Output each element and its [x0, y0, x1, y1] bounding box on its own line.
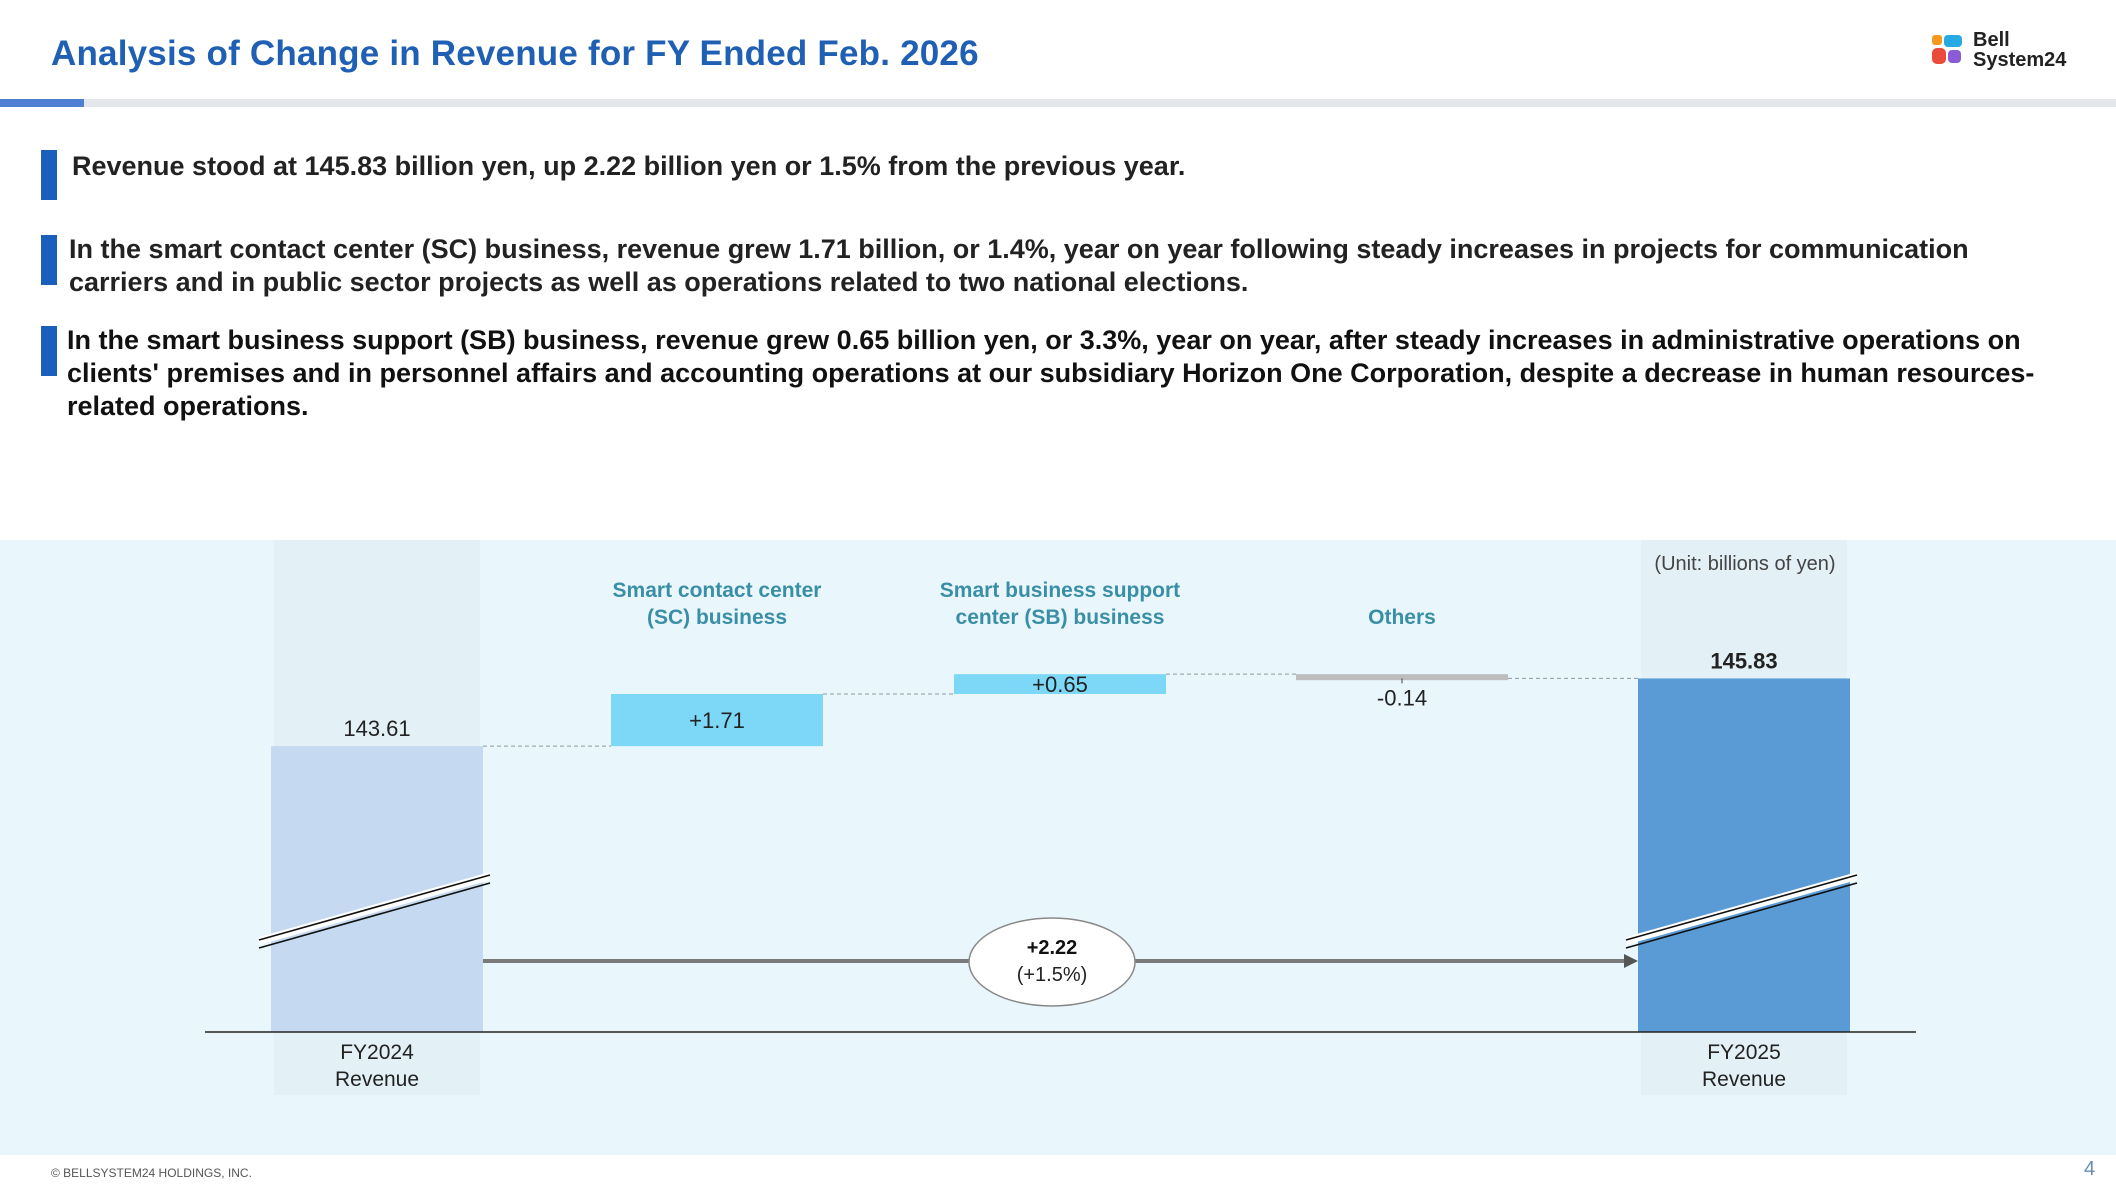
axis-break-line	[1625, 874, 1858, 941]
summary-bullet-sb: In the smart business support (SB) busin…	[41, 324, 2077, 423]
bullet-marker	[41, 235, 57, 285]
axis-break-gap	[1626, 872, 1857, 945]
axis-break-gap	[259, 872, 490, 945]
total-change-arrowhead	[1624, 954, 1638, 968]
revenue-waterfall-chart: 143.61 +1.71 +0.65 -0.14 145.83 FY2024 Revenue…	[205, 540, 1916, 1095]
axis-break-line	[258, 874, 491, 941]
bullet-marker	[41, 326, 57, 376]
bullet-text: In the smart contact center (SC) busines…	[69, 234, 1969, 297]
axis-break-line	[1625, 882, 1858, 949]
bullet-text: In the smart business support (SB) busin…	[67, 325, 2035, 421]
logo-mark-blue	[1944, 35, 1962, 47]
logo-mark-purple	[1948, 50, 1961, 63]
category-label-sc: (SC) business	[647, 606, 787, 629]
bar-sb	[954, 674, 1166, 694]
page-number: 4	[2084, 1158, 2096, 1180]
bar-sc	[611, 693, 823, 747]
bar-others	[1296, 674, 1508, 681]
value-label-start: 143.61	[343, 716, 410, 741]
category-label-start: FY2024	[340, 1041, 414, 1064]
bullet-text: Revenue stood at 145.83 billion yen, up …	[72, 151, 1186, 181]
category-label-sc: Smart contact center	[613, 579, 822, 602]
category-label-others: Others	[1368, 606, 1436, 629]
value-label-sc: +1.71	[689, 708, 745, 733]
copyright: © BELLSYSTEM24 HOLDINGS, INC.	[51, 1166, 252, 1180]
bullet-marker	[41, 150, 57, 200]
value-label-others: -0.14	[1377, 685, 1427, 710]
company-logo	[1932, 35, 1962, 64]
category-label-sb: Smart business support	[940, 579, 1180, 602]
axis-break-line	[258, 882, 491, 949]
value-label-sb: +0.65	[1032, 672, 1088, 697]
header-divider-accent	[0, 99, 84, 107]
header-divider	[0, 99, 2116, 107]
summary-bullet-sc: In the smart contact center (SC) busines…	[41, 233, 2069, 299]
category-label-sb: center (SB) business	[956, 606, 1165, 629]
logo-mark-orange	[1932, 35, 1942, 45]
total-change-value: +2.22	[1027, 937, 1078, 959]
logo-mark-red	[1932, 48, 1946, 64]
bar-end	[1638, 678, 1850, 1032]
total-change-percent: (+1.5%)	[1017, 964, 1088, 986]
value-label-end: 145.83	[1710, 648, 1777, 673]
category-label-end: Revenue	[1702, 1068, 1786, 1091]
summary-bullet-revenue: Revenue stood at 145.83 billion yen, up …	[41, 150, 2072, 200]
logo-line-1: Bell	[1973, 29, 2010, 51]
category-label-end: FY2025	[1707, 1041, 1781, 1064]
page-title: Analysis of Change in Revenue for FY End…	[51, 34, 979, 73]
unit-note: (Unit: billions of yen)	[1654, 553, 1835, 575]
logo-wordmark: Bell System24	[1973, 30, 2066, 70]
category-label-start: Revenue	[335, 1068, 419, 1091]
total-change-bubble	[968, 917, 1136, 1007]
logo-line-2: System24	[1973, 49, 2067, 71]
